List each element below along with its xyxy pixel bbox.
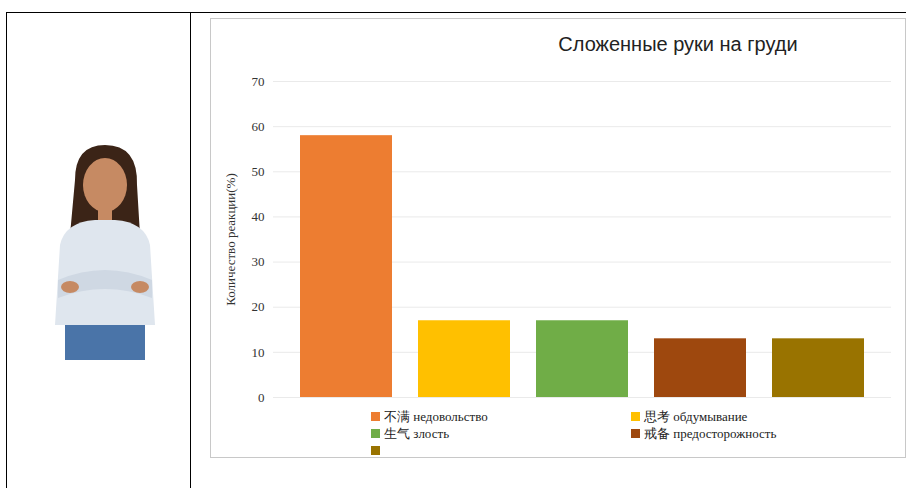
svg-text:20: 20	[252, 299, 265, 314]
svg-text:0: 0	[258, 390, 265, 405]
html-text:戒备 предосторожность: 戒备 предосторожность	[644, 425, 777, 441]
svg-text:10: 10	[252, 345, 265, 360]
svg-text:60: 60	[252, 119, 265, 134]
svg-text:50: 50	[252, 164, 265, 179]
html-text:Сложенные руки на груди: Сложенные руки на груди	[558, 33, 798, 55]
svg-text:40: 40	[252, 209, 265, 224]
svg-text:Количество реакции(%): Количество реакции(%)	[223, 173, 238, 306]
html-text:思考 обдумывание: 思考 обдумывание	[644, 408, 748, 424]
svg-text:30: 30	[252, 254, 265, 269]
html-text:生气 злость: 生气 злость	[384, 425, 450, 441]
svg-text:70: 70	[252, 74, 265, 89]
html-text:不满 недовольство: 不满 недовольство	[384, 408, 488, 424]
